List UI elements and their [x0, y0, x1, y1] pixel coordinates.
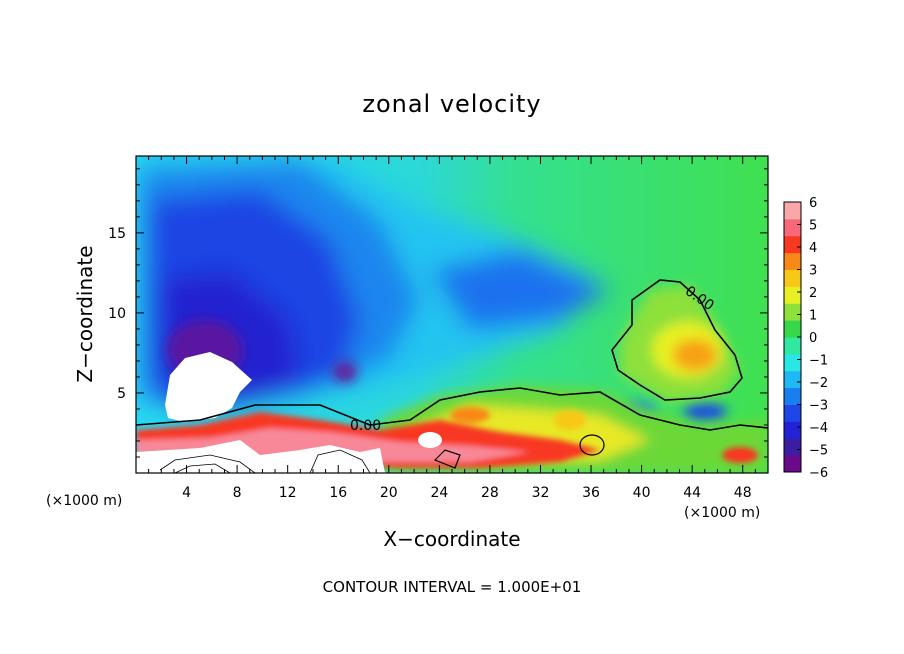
field-orange-core: [673, 339, 717, 371]
colorbar-swatch: [784, 387, 801, 405]
field-white-surface: [136, 440, 385, 473]
field-blue-patch-lower-right: [683, 403, 727, 421]
colorbar-tick-label: 5: [809, 219, 817, 234]
x-tick-label: 16: [329, 485, 347, 501]
y-tick-label: 10: [108, 306, 126, 322]
contour-thin-2: [174, 463, 231, 473]
colorbar-tick-label: −2: [809, 376, 828, 391]
plot-area: [136, 156, 768, 473]
x-unit-right: (×1000 m): [684, 505, 760, 521]
contour-small-loop-2: [433, 449, 461, 469]
x-tick-label: 12: [279, 485, 297, 501]
x-tick-label: 4: [182, 485, 191, 501]
x-tick-label: 8: [233, 485, 242, 501]
contour-zero-right-loop: [611, 279, 743, 401]
colorbar-ticks: 6 5 4 3 2 1 0 −1 −2 −3 −4 −5 −6: [797, 196, 828, 481]
x-tick-label: 40: [633, 485, 651, 501]
contour-thin-1: [159, 454, 256, 473]
y-tick-label: 5: [117, 386, 126, 402]
chart-title: zonal velocity: [362, 90, 541, 118]
colorbar-tick-label: −5: [809, 444, 828, 459]
colorbar-tick-label: 6: [809, 196, 817, 211]
x-tick-label: 36: [582, 485, 600, 501]
y-axis-ticks: 5 10 15: [108, 168, 768, 458]
colorbar-tick-label: −1: [809, 354, 828, 369]
colorbar-swatch: [784, 286, 801, 304]
y-axis-label: Z−coordinate: [73, 245, 97, 382]
colorbar-swatch: [784, 202, 801, 220]
colorbar-swatch: [784, 353, 801, 372]
colorbar-swatch: [784, 269, 801, 287]
colorbar-swatch: [784, 370, 801, 389]
colorbar-swatch: [784, 235, 801, 254]
contour-small-loop-1: [579, 434, 605, 456]
x-tick-label: 48: [734, 485, 752, 501]
colorbar-tick-label: −4: [809, 421, 828, 436]
y-tick-label: 15: [108, 226, 126, 242]
x-tick-label: 28: [481, 485, 499, 501]
colorbar-tick-label: 4: [809, 241, 817, 256]
colorbar-swatch: [784, 404, 801, 422]
colorbar-tick-label: 2: [809, 286, 817, 301]
colorbar-swatch: [784, 218, 801, 237]
colorbar-swatch: [784, 421, 801, 439]
x-unit-left: (×1000 m): [46, 493, 122, 509]
contour-zero-surface: [136, 387, 768, 431]
colorbar-swatch: [784, 252, 801, 270]
x-tick-label: 24: [430, 485, 448, 501]
contour-thin-3: [309, 449, 371, 473]
x-tick-label: 20: [380, 485, 398, 501]
x-axis-label: X−coordinate: [383, 527, 520, 551]
x-axis-ticks: 4 8 12 16 20 24 28 32 36 40 44 48: [148, 156, 756, 501]
colorbar: [783, 201, 802, 473]
colorbar-tick-label: −6: [809, 466, 828, 481]
colorbar-tick-label: 0: [809, 331, 817, 346]
colorbar-tick-label: −3: [809, 399, 828, 414]
field-white-patch: [418, 432, 442, 448]
field-region-mid-blue-right: [430, 250, 610, 330]
x-tick-label: 32: [532, 485, 550, 501]
field-purple-small: [333, 362, 357, 382]
colorbar-tick-label: 3: [809, 264, 817, 279]
contour-label-surface: 0.00: [350, 418, 381, 434]
colorbar-swatch: [784, 320, 801, 338]
colorbar-swatch: [784, 438, 801, 456]
field-red-patch-right: [722, 447, 758, 463]
field-orange-patch-1: [450, 407, 490, 423]
contour-interval-note: CONTOUR INTERVAL = 1.000E+01: [323, 578, 582, 596]
field-orange-patch-2: [554, 410, 586, 430]
colorbar-tick-label: 1: [809, 309, 817, 324]
colorbar-swatch: [784, 337, 801, 355]
field-white-blob: [165, 352, 252, 422]
x-tick-label: 44: [683, 485, 701, 501]
colorbar-swatch: [784, 303, 801, 321]
colorbar-swatch: [784, 455, 801, 473]
